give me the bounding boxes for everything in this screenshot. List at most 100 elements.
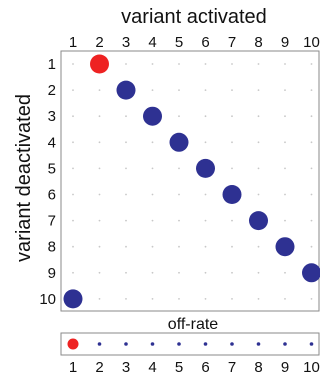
grid-dot [98,193,101,196]
grid-dot [204,115,207,118]
grid-dot [72,89,74,91]
grid-dot [72,63,74,65]
grid-dot [284,271,286,274]
grid-dot [98,245,101,248]
grid-dot [151,167,154,170]
grid-dot [204,141,207,144]
y-tick-label: 7 [48,213,56,230]
data-point [143,106,162,126]
grid-dot [178,271,180,274]
grid-dot [204,193,207,196]
data-point [275,237,295,257]
grid-dot [257,141,260,144]
grid-dot [284,219,286,222]
x-tick-label-top: 7 [228,34,236,51]
data-point [302,263,320,283]
grid-dot [72,115,74,118]
grid-dot [257,63,260,65]
grid-dot [284,63,286,65]
grid-dot [178,245,180,248]
off-rate-point [97,342,102,346]
x-tick-label-bottom: 1 [69,359,77,376]
off-rate-point [124,342,128,346]
grid-dot [231,141,233,144]
grid-dot [72,245,74,248]
grid-dot [310,245,313,248]
grid-dot [178,193,180,196]
main-plot-frame [60,50,320,312]
x-tick-label-bottom: 7 [228,359,236,376]
grid-dot [98,115,101,118]
off-rate-point [150,342,155,346]
off-rate-point [177,342,181,346]
grid-dot [125,271,127,274]
grid-dot [284,89,286,91]
off-rate-point [230,342,234,346]
grid-dot [231,219,233,222]
off-rate-point [67,338,79,350]
y-tick-label: 9 [48,265,56,282]
off-rate-point [203,342,208,346]
x-tick-label-bottom: 5 [175,359,183,376]
y-tick-labels: 1 2 3 4 5 6 7 8 9 10 [39,56,56,308]
grid-dot [72,141,74,144]
grid-dot [151,245,154,248]
grid-dot [257,245,260,248]
data-point [196,158,215,178]
x-tick-label-bottom: 2 [95,359,103,376]
off-rate-title: off-rate [168,316,219,333]
x-tick-label-top: 9 [281,34,289,51]
x-tick-label-bottom: 3 [122,359,130,376]
x-tick-label-top: 6 [201,34,209,51]
x-tick-labels-top: 1 2 3 4 5 6 7 8 9 10 [69,34,320,51]
x-tick-label-bottom: 6 [201,359,209,376]
grid-dot [204,63,207,65]
grid-dot [284,193,286,196]
y-tick-label: 1 [48,56,56,73]
grid-dot [204,298,207,300]
grid-dot [310,193,313,196]
grid-dot [231,298,233,300]
grid-dot [98,89,101,91]
off-rate-point [283,342,287,346]
off-rate-data-points [67,338,314,350]
grid-dot [178,89,180,91]
grid-dot [151,141,154,144]
grid-dot [310,141,313,144]
x-tick-label-top: 10 [303,34,320,51]
grid-dot [98,298,101,300]
grid-dot [151,298,154,300]
grid-dot [257,167,260,170]
grid-dot [284,298,286,300]
grid-dot [125,115,127,118]
grid-dot [125,219,127,222]
grid-dot [231,89,233,91]
grid-dot [231,271,233,274]
grid-dot [231,245,233,248]
grid-dot [98,141,101,144]
grid-dot [204,271,207,274]
grid-dot [231,115,233,118]
grid-dot [151,193,154,196]
data-point [90,54,109,74]
y-tick-label: 3 [48,108,56,125]
grid-dot [310,89,313,91]
grid-dot [231,167,233,170]
data-point [169,132,189,152]
y-tick-label: 10 [39,291,56,308]
grid-dot [204,89,207,91]
grid-dot [204,219,207,222]
x-tick-label-bottom: 8 [254,359,262,376]
grid-dot [125,298,127,300]
grid-dot [178,63,180,65]
grid-dot [178,219,180,222]
x-tick-labels-bottom: 1 2 3 4 5 6 7 8 9 10 [69,359,320,376]
grid-dot [178,115,180,118]
main-data-points [63,54,320,309]
x-tick-label-top: 8 [254,34,262,51]
grid-dot [151,219,154,222]
off-rate-point [309,342,314,346]
x-tick-label-top: 2 [95,34,103,51]
x-tick-label-top: 3 [122,34,130,51]
grid-dot [151,271,154,274]
